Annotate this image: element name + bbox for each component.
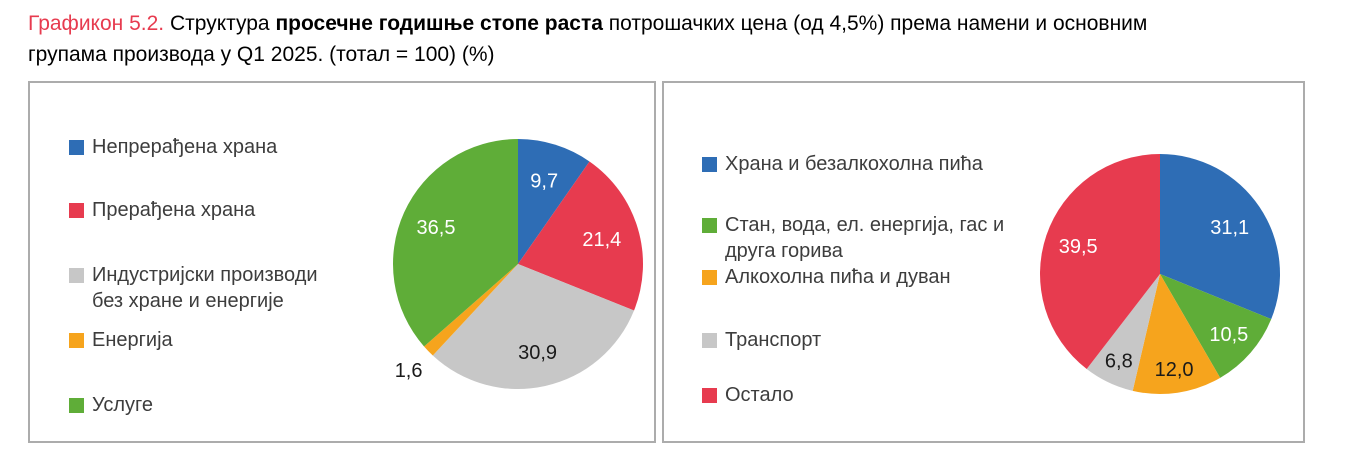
legend-label: Транспорт xyxy=(725,329,822,351)
pie-panel-product-groups: Непрерађена храна Прерађена храна Индуст… xyxy=(28,81,656,443)
pie-slice-3 xyxy=(1086,274,1160,391)
pie-slice-0 xyxy=(518,139,590,264)
legend-swatch-icon xyxy=(702,270,717,285)
title-bold-text: просечне годишње стопе раста xyxy=(275,12,603,35)
legend-item: Остало xyxy=(702,382,794,408)
legend-swatch-icon xyxy=(69,140,84,155)
pie-value-label: 39,5 xyxy=(1059,236,1098,258)
pie-value-label: 6,8 xyxy=(1105,351,1133,373)
chart-title: Графикон 5.2. Структура просечне годишње… xyxy=(28,8,1147,70)
pie-value-label: 9,7 xyxy=(530,171,558,193)
legend-item: Транспорт xyxy=(702,327,821,353)
legend-swatch-icon xyxy=(702,157,717,172)
legend-label: Прерађена храна xyxy=(92,199,256,221)
legend-item: Храна и безалкохолна пића xyxy=(702,151,983,177)
legend-swatch-icon xyxy=(69,203,84,218)
pie-chart-product-groups: 9,7 21,4 30,9 1,6 36,5 xyxy=(393,139,643,389)
pie-value-label: 12,0 xyxy=(1155,359,1194,381)
legend-item: Енергија xyxy=(69,327,173,353)
pie-value-label: 31,1 xyxy=(1210,217,1249,239)
legend-item: Прерађена храна xyxy=(69,197,255,223)
legend-item: Услуге xyxy=(69,392,153,418)
legend-swatch-icon xyxy=(702,218,717,233)
pie-slice-4 xyxy=(393,139,518,347)
pie-panel-coicop: Храна и безалкохолна пића Стан, вода, ел… xyxy=(662,81,1305,443)
legend-swatch-icon xyxy=(69,398,84,413)
legend-label: Остало xyxy=(725,384,794,406)
title-text-cont: потрошачких цена (од 4,5%) према намени … xyxy=(608,12,1148,35)
legend-item: Стан, вода, ел. енергија, гас и друга гор… xyxy=(702,212,1004,264)
pie-slice-1 xyxy=(1160,274,1272,378)
title-text: Структура xyxy=(169,12,270,35)
legend-label: Непрерађена храна xyxy=(92,136,278,158)
legend-item: Индустријски производи без хране и енерги… xyxy=(69,262,318,314)
pie-slice-2 xyxy=(1132,274,1221,394)
pie-value-label: 30,9 xyxy=(518,342,557,364)
legend-swatch-icon xyxy=(702,333,717,348)
legend-swatch-icon xyxy=(69,268,84,283)
legend-label: Услуге xyxy=(92,394,154,416)
legend-swatch-icon xyxy=(69,333,84,348)
pie-value-label: 10,5 xyxy=(1209,324,1248,346)
legend-label: Стан, вода, ел. енергија, гас и друга гор… xyxy=(725,214,1005,262)
pie-chart-coicop: 31,1 10,5 12,0 6,8 39,5 xyxy=(1040,154,1281,394)
legend-item: Алкохолна пића и дуван xyxy=(702,264,951,290)
pie-value-label: 36,5 xyxy=(417,217,456,239)
legend-label: Алкохолна пића и дуван xyxy=(725,266,951,288)
legend-item: Непрерађена храна xyxy=(69,134,277,160)
pie-value-label: 1,6 xyxy=(395,360,423,382)
legend-label: Енергија xyxy=(92,329,173,351)
legend-label: Индустријски производи без хране и енерги… xyxy=(92,264,318,312)
title-line-2: групама производа у Q1 2025. (тотал = 10… xyxy=(28,43,495,66)
pie-slice-2 xyxy=(432,264,635,389)
figure-number-label: Графикон 5.2. xyxy=(28,12,165,35)
title-line-1: Графикон 5.2. Структура просечне годишње… xyxy=(28,8,1147,39)
pie-value-label: 21,4 xyxy=(582,229,621,251)
pie-slice-3 xyxy=(424,264,518,356)
pie-slice-1 xyxy=(518,161,643,311)
legend-label: Храна и безалкохолна пића xyxy=(725,153,983,175)
pie-slice-0 xyxy=(1160,154,1281,320)
legend-swatch-icon xyxy=(702,388,717,403)
pie-slice-4 xyxy=(1040,154,1160,369)
